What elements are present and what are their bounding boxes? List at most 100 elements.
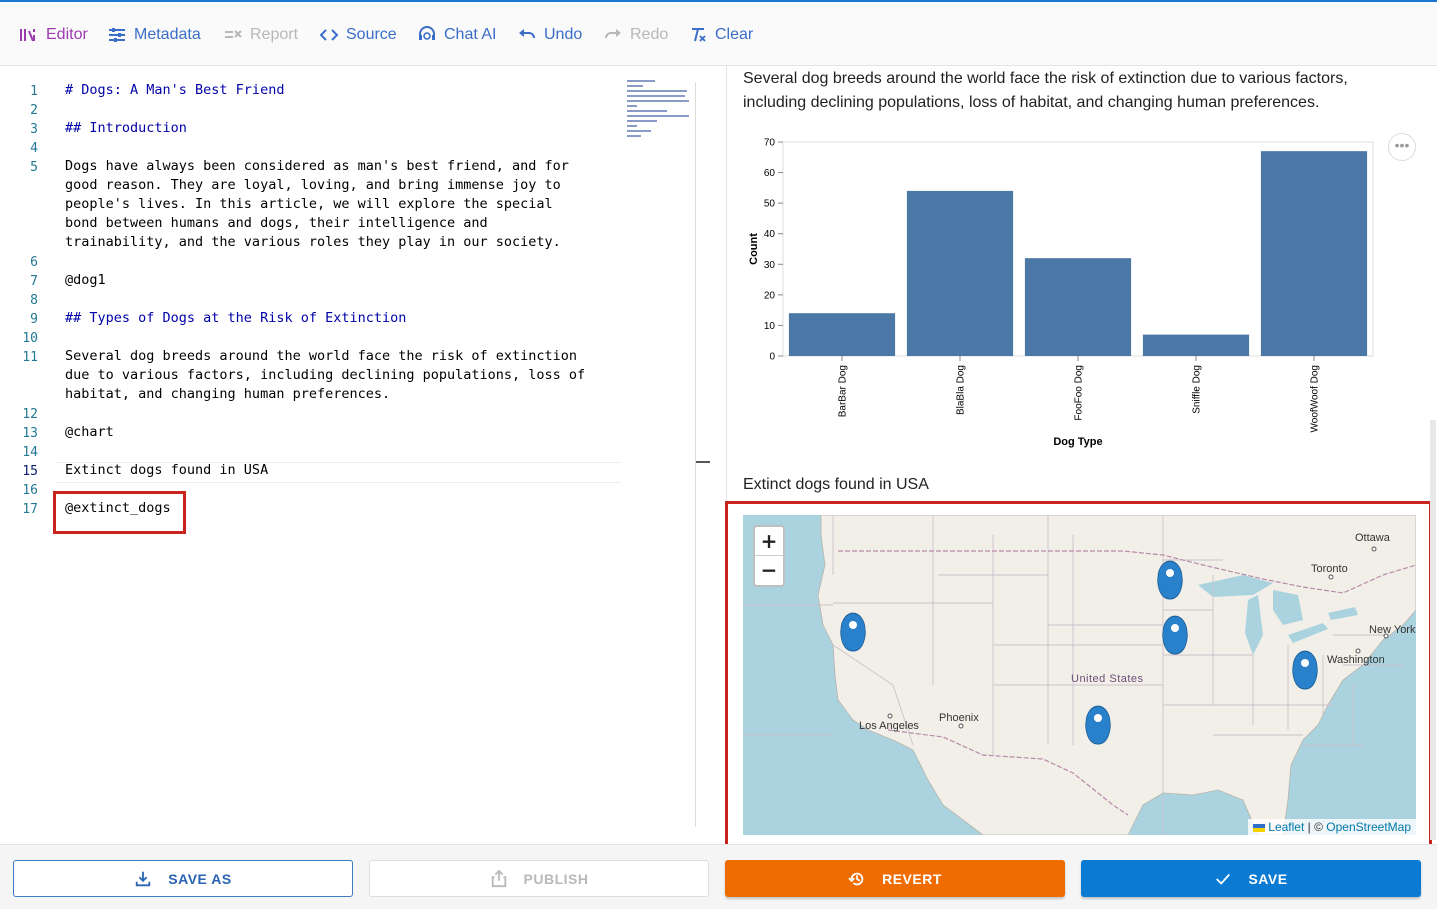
- bar: [788, 313, 896, 356]
- clear-format-icon: [692, 28, 706, 42]
- map-title: Extinct dogs found in USA: [743, 476, 929, 493]
- leaflet-map[interactable]: Ottawa Toronto New York Washington Unite…: [743, 515, 1416, 835]
- save-as-label: SAVE AS: [168, 870, 232, 887]
- x-axis-title: Dog Type: [1053, 436, 1102, 448]
- x-tick-label: WoofWoof Dog: [1310, 365, 1321, 432]
- editor-scrollbar[interactable]: [695, 82, 696, 827]
- bar-chart: 0 10 20 30 40 50 60 70 BarBar Dog BlaBla Dog FooFo…: [743, 130, 1383, 460]
- line-number: 5: [30, 160, 38, 175]
- report-icon: [225, 30, 242, 38]
- bar: [1024, 258, 1132, 356]
- map-marker: [1162, 615, 1188, 655]
- bar-chart-svg: 0 10 20 30 40 50 60 70 BarBar Dog BlaBla Dog FooFo…: [748, 138, 1374, 448]
- line-number: 9: [30, 312, 38, 327]
- history-icon: [848, 872, 864, 885]
- map-label-ottawa: Ottawa: [1355, 532, 1390, 544]
- map-label-new-york: New York: [1369, 624, 1416, 636]
- line-number: 16: [22, 483, 38, 498]
- line-number: 1: [30, 84, 38, 99]
- chart-actions-menu-button[interactable]: •••: [1388, 133, 1416, 161]
- code-line: habitat, and changing human preferences.: [65, 386, 391, 402]
- preview-pane: Several dog breeds around the world face…: [725, 66, 1437, 854]
- undo-button[interactable]: Undo: [517, 24, 582, 46]
- line-number: 17: [22, 502, 38, 517]
- extinct-dogs-highlight: [53, 491, 186, 534]
- download-icon: [136, 871, 151, 886]
- publish-button[interactable]: PUBLISH: [369, 860, 709, 897]
- leaflet-link[interactable]: Leaflet: [1268, 820, 1305, 834]
- y-tick-label: 70: [764, 138, 776, 149]
- tune-icon: [109, 28, 125, 42]
- map-marker: [1292, 650, 1318, 690]
- code-line: people's lives. In this article, we will…: [65, 196, 553, 212]
- y-tick-label: 0: [769, 352, 775, 363]
- code-line: trainability, and the various roles they…: [65, 234, 561, 250]
- save-label: SAVE: [1248, 870, 1288, 887]
- map-marker: [1085, 705, 1111, 745]
- code-icon: [319, 29, 339, 41]
- metadata-button[interactable]: Metadata: [107, 24, 201, 46]
- line-number: 7: [30, 274, 38, 289]
- publish-label: PUBLISH: [523, 870, 589, 887]
- code-line: @chart: [65, 424, 114, 440]
- current-line-highlight: [55, 462, 621, 483]
- source-button[interactable]: Source: [319, 24, 397, 46]
- support-agent-icon: [419, 26, 435, 40]
- map-label-united-states: United States: [1071, 673, 1144, 685]
- y-tick-label: 20: [764, 290, 776, 301]
- action-bar: SAVE AS PUBLISH REVERT SAVE: [0, 844, 1437, 909]
- clear-button[interactable]: Clear: [688, 24, 753, 46]
- line-number: 2: [30, 103, 38, 118]
- toolbar: Editor Metadata Report Source Chat AI Un…: [0, 0, 1437, 66]
- revert-label: REVERT: [882, 870, 942, 887]
- code-line: bond between humans and dogs, their inte…: [65, 215, 488, 231]
- share-icon: [491, 869, 506, 887]
- line-number: 14: [22, 445, 38, 460]
- redo-icon: [605, 29, 621, 39]
- line-number: 8: [30, 293, 38, 308]
- save-as-button[interactable]: SAVE AS: [13, 860, 353, 897]
- minimap[interactable]: [627, 80, 693, 137]
- y-tick-label: 60: [764, 168, 776, 179]
- redo-button[interactable]: Redo: [603, 24, 668, 46]
- y-tick-label: 30: [764, 260, 776, 271]
- preview-scrollbar[interactable]: [1430, 420, 1436, 840]
- state-borders: [743, 515, 1403, 835]
- lake-superior: [1198, 575, 1273, 597]
- zoom-out-button[interactable]: −: [760, 558, 778, 582]
- source-label: Source: [346, 26, 397, 43]
- bar: [1142, 334, 1250, 356]
- line-number: 10: [22, 331, 38, 346]
- osm-link[interactable]: OpenStreetMap: [1326, 820, 1411, 834]
- x-tick-label: Sniffle Dog: [1192, 365, 1203, 414]
- report-button[interactable]: Report: [223, 24, 298, 46]
- code-line: due to various factors, including declin…: [65, 367, 586, 383]
- save-button[interactable]: SAVE: [1081, 860, 1421, 897]
- more-horiz-icon: •••: [1394, 137, 1410, 153]
- chat-ai-button[interactable]: Chat AI: [417, 24, 496, 46]
- markdown-editor[interactable]: 1 2 3 4 5 6 7 8 9 10 11 12 13 14 15 16 1…: [0, 66, 725, 844]
- map-label-los-angeles: Los Angeles: [859, 720, 919, 732]
- editor-icon: [20, 29, 35, 42]
- editor-button[interactable]: Editor: [19, 24, 88, 46]
- editor-label: Editor: [46, 26, 88, 43]
- line-number: 4: [30, 141, 38, 156]
- bar: [906, 190, 1014, 356]
- redo-label: Redo: [630, 26, 669, 43]
- code-line: ## Types of Dogs at the Risk of Extincti…: [65, 310, 407, 326]
- zoom-in-button[interactable]: +: [755, 527, 783, 556]
- undo-label: Undo: [544, 26, 583, 43]
- attribution-separator: | ©: [1304, 820, 1327, 834]
- lake-erie: [1288, 623, 1328, 643]
- check-icon: [1216, 873, 1231, 885]
- line-number: 3: [30, 122, 38, 137]
- map-label-washington: Washington: [1327, 654, 1385, 666]
- x-tick-label: FooFoo Dog: [1074, 365, 1085, 421]
- y-tick-label: 50: [764, 199, 776, 210]
- cursor-position-marker: [696, 461, 710, 463]
- report-label: Report: [250, 26, 299, 43]
- map-tiles: [743, 515, 1416, 835]
- line-number: 15: [22, 464, 38, 479]
- lake-huron: [1273, 590, 1303, 625]
- revert-button[interactable]: REVERT: [725, 860, 1065, 897]
